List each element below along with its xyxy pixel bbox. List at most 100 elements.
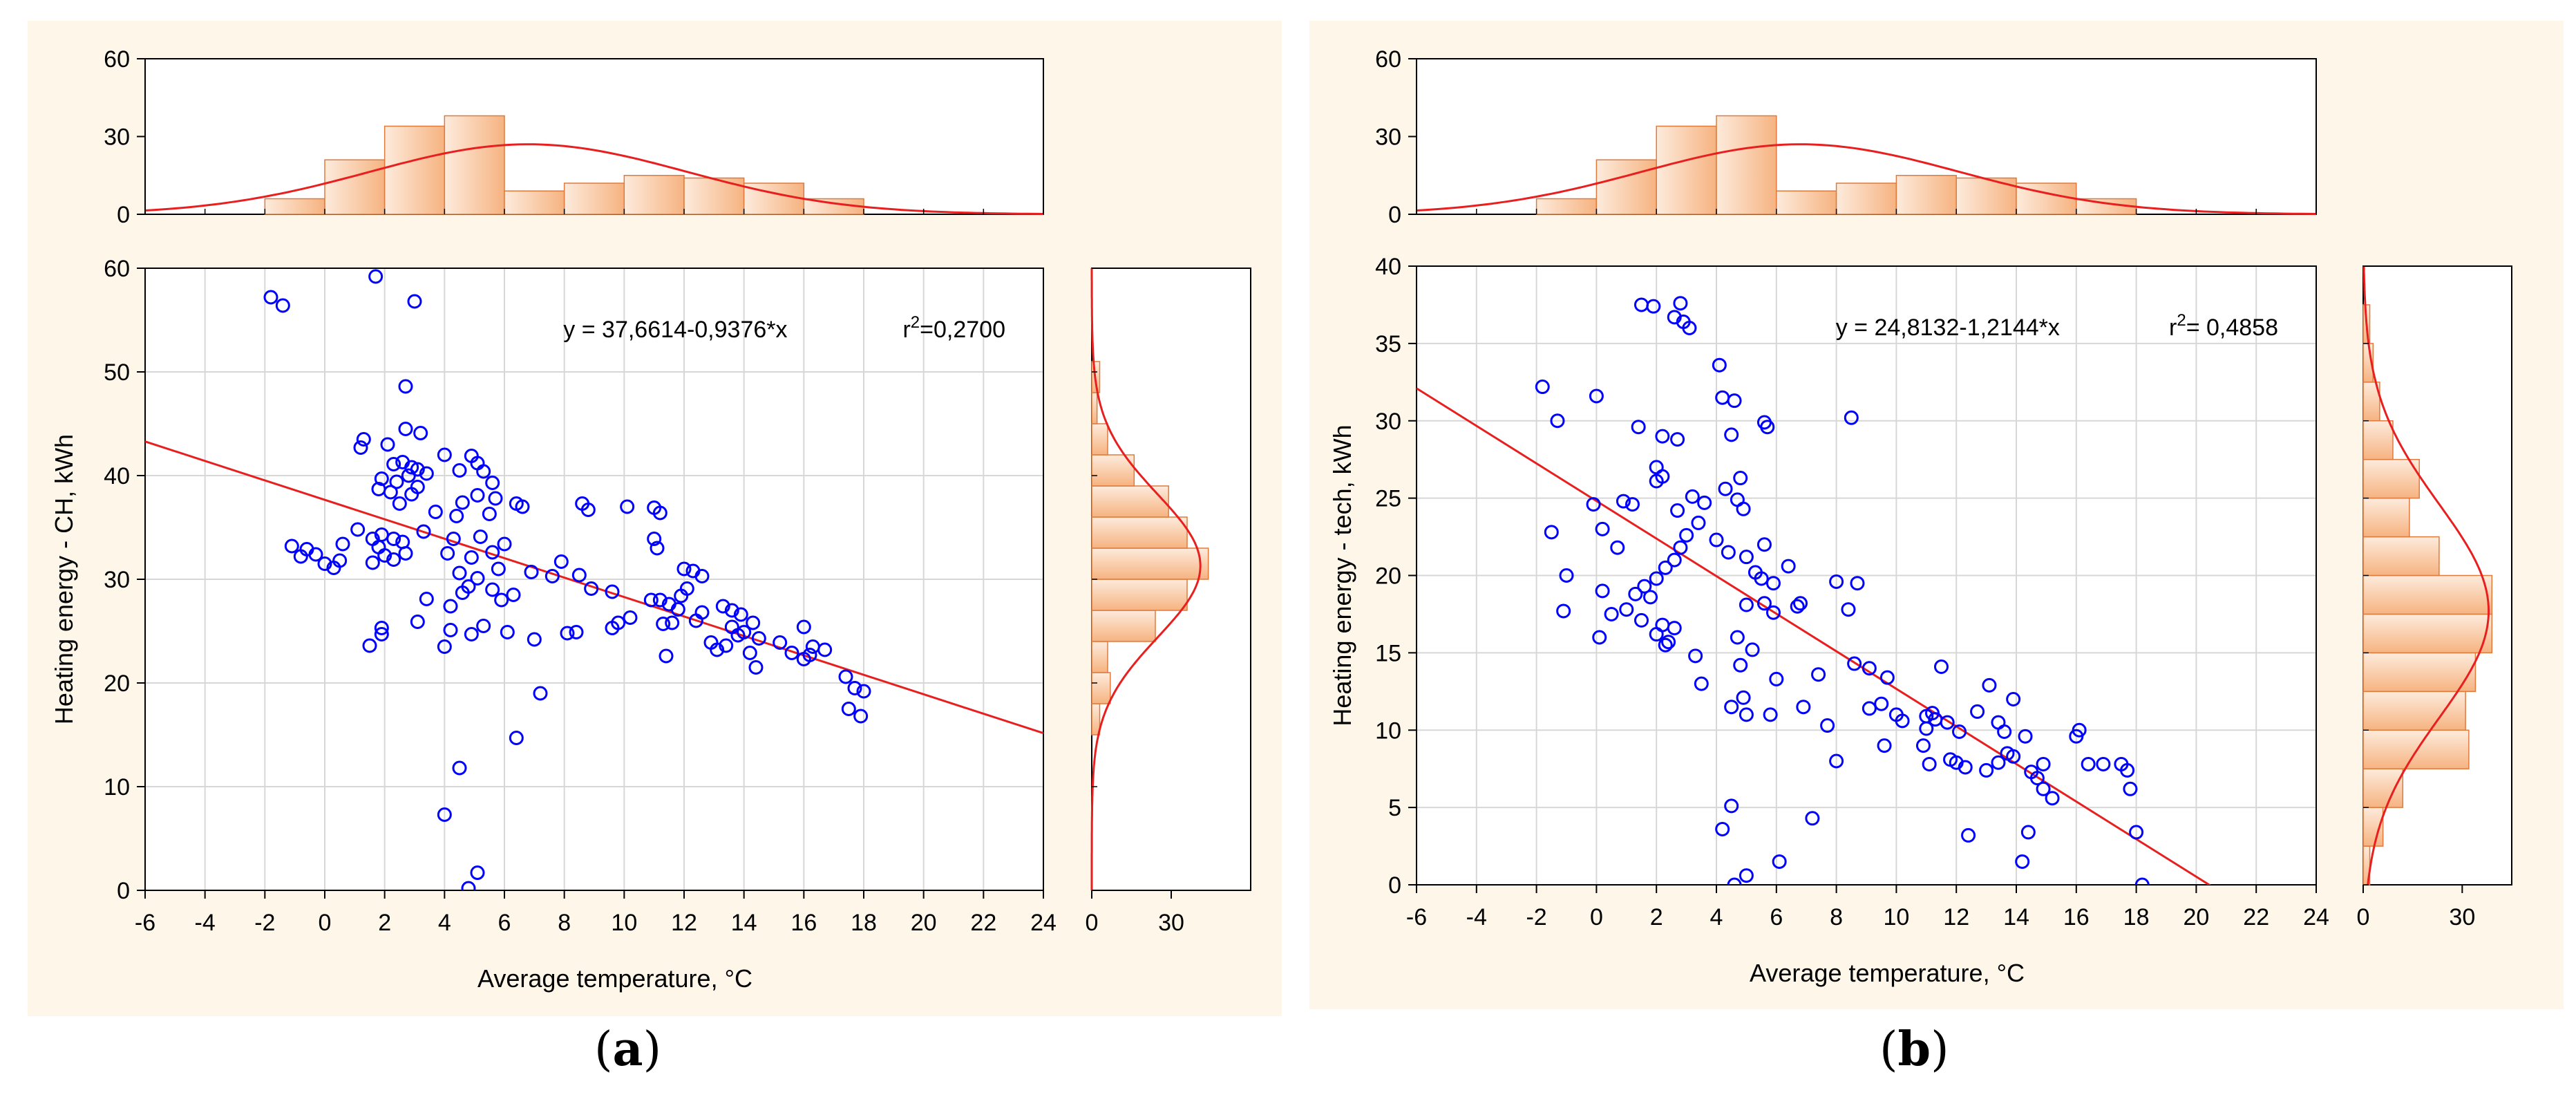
data-point [404,460,419,475]
data-point [1727,877,1742,885]
top-histogram-bar [444,115,505,215]
x-tick-label: 2 [1650,904,1663,930]
data-point [497,536,512,552]
y-tick-label: 40 [104,463,130,489]
data-point [1862,661,1877,676]
data-point [455,495,470,510]
data-point [2072,722,2087,738]
y-tick-label: 0 [1388,872,1401,899]
data-point [485,476,500,490]
right-histogram-bar [2362,729,2470,769]
right-histogram-bar [2362,574,2493,615]
data-point [386,552,401,567]
x-tick-label: 0 [1590,904,1603,930]
data-point [1715,821,1730,836]
data-point [1559,568,1574,583]
right-histogram-bar [2362,536,2440,577]
right-histogram-bar [1091,547,1209,580]
x-tick-label: 14 [731,910,757,936]
y-tick-label: 15 [1375,640,1401,666]
y-tick-label: 10 [1375,718,1401,744]
right-histogram-bar [1091,610,1156,642]
data-point [509,731,524,745]
data-point [650,541,665,556]
data-point [398,379,413,394]
caption-b: (b) [1879,1022,1949,1077]
data-point [1634,612,1649,628]
data-point [2006,692,2021,706]
data-point [275,298,290,313]
data-point [443,599,458,614]
data-point [350,522,366,537]
data-point [715,599,730,614]
data-point [416,524,431,539]
data-point [1763,707,1778,722]
right-normal-curve [2362,265,2490,886]
data-point [1691,515,1706,530]
data-point [1829,753,1844,769]
x-tick-label: 6 [1770,904,1783,930]
data-point [742,646,757,660]
data-point [2120,762,2135,778]
data-point [1841,602,1856,617]
data-point [652,592,667,608]
data-point [386,532,401,546]
data-point [1874,696,1889,711]
data-point [2029,771,2045,786]
data-point [374,627,389,641]
data-point [1733,471,1748,486]
data-point [719,638,734,653]
data-point [1610,540,1625,555]
data-point [544,569,560,583]
regression-line [1417,387,2211,885]
data-point [1658,560,1673,575]
data-point [1961,827,1976,843]
data-point [449,509,464,523]
data-point [443,623,458,637]
scatter-frame [1416,265,2317,886]
data-point [1915,738,1931,753]
data-point [1862,701,1877,716]
data-point [1592,630,1607,645]
data-point [398,546,413,561]
data-point [1628,586,1643,601]
data-point [1934,659,1949,675]
data-point [1739,868,1754,883]
data-point [1781,559,1796,574]
data-point [571,568,587,583]
data-point [1616,494,1631,509]
data-point [1979,762,1994,778]
data-point [515,499,530,514]
data-point [2015,854,2030,869]
data-point [605,621,620,635]
data-point [389,474,404,489]
scatter-data [145,269,1043,890]
right-histogram-bar [2362,613,2493,654]
data-point [1649,474,1664,489]
data-point [2081,756,2096,771]
data-point [1756,537,1772,552]
data-point [605,584,620,599]
panel-a: -6 -4 -2 0 2 4 6 8 10 12 14 16 18 20 22 240102030405060… [28,21,1282,1016]
data-point [1991,755,2006,770]
data-point [1879,670,1895,685]
x-tick-label: 18 [2123,904,2150,930]
data-point [1643,590,1658,605]
data-point [1667,552,1682,568]
data-point [817,642,833,657]
data-point [461,881,476,890]
right-histogram-bar [2362,420,2394,460]
data-point [485,582,500,597]
x-tick-label: 4 [1710,904,1723,930]
y-tick-label: 50 [104,359,130,386]
y-axis-title: Heating energy - CH, kWh [50,434,78,724]
x-tick-label: 16 [2063,904,2090,930]
r-squared-label: r2=0,2700 [902,313,1005,343]
data-point [1724,427,1739,442]
data-point [404,487,419,502]
data-point [733,607,748,622]
right-histogram-bar [2362,691,2466,731]
data-point [1754,571,1769,586]
data-point [440,546,455,561]
